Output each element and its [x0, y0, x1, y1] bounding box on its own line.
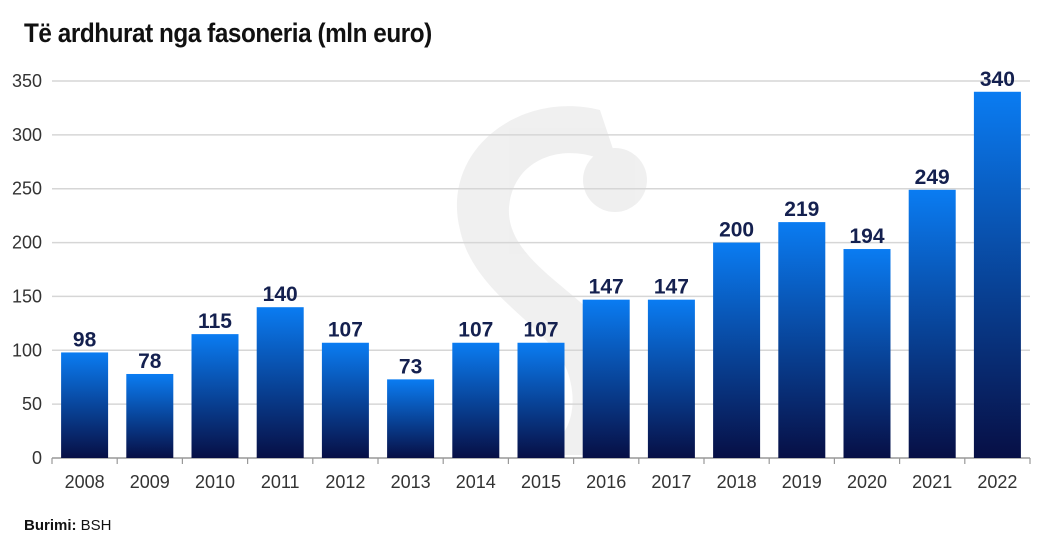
bar-2017 [647, 299, 695, 458]
value-label: 147 [654, 276, 689, 299]
x-tick-label: 2012 [325, 472, 365, 492]
y-tick-label: 200 [12, 233, 42, 253]
value-label: 73 [399, 355, 422, 378]
x-tick-label: 2011 [261, 472, 300, 492]
bar-2020 [843, 249, 891, 458]
bar-2011 [256, 307, 304, 458]
value-label: 107 [328, 319, 363, 342]
y-tick-label: 250 [12, 179, 42, 199]
x-tick-label: 2016 [586, 472, 626, 492]
bar-2012 [321, 342, 369, 458]
value-label: 200 [719, 219, 754, 242]
y-tick-label: 50 [22, 394, 42, 414]
y-tick-label: 300 [12, 125, 42, 145]
x-tick-label: 2019 [782, 472, 822, 492]
bar-2009 [126, 373, 174, 458]
value-label: 147 [589, 276, 624, 299]
bar-2019 [778, 222, 826, 458]
value-label: 194 [849, 225, 884, 248]
x-tick-label: 2009 [130, 472, 170, 492]
x-tick-label: 2018 [717, 472, 757, 492]
source-note: Burimi: BSH [24, 517, 112, 534]
bar-2021 [908, 189, 956, 458]
bar-2013 [387, 379, 435, 458]
bar-2022 [973, 91, 1021, 459]
bar-2016 [582, 299, 630, 458]
source-label: Burimi: [24, 517, 77, 534]
x-tick-label: 2020 [847, 472, 887, 492]
source-value: BSH [80, 517, 112, 534]
value-label: 219 [784, 198, 819, 221]
value-label: 107 [458, 319, 493, 342]
value-label: 107 [523, 319, 558, 342]
value-label: 78 [138, 350, 162, 373]
value-label: 249 [915, 166, 950, 189]
bar-2014 [452, 342, 500, 458]
x-tick-label: 2014 [456, 472, 496, 492]
x-tick-label: 2021 [912, 472, 952, 492]
x-tick-label: 2008 [65, 472, 105, 492]
x-tick-label: 2015 [521, 472, 561, 492]
bar-2008 [61, 352, 109, 458]
bar-2010 [191, 334, 239, 458]
bar-2018 [713, 242, 761, 458]
value-label: 140 [263, 283, 298, 306]
x-tick-label: 2022 [977, 472, 1017, 492]
y-tick-label: 150 [12, 286, 42, 306]
x-tick-label: 2013 [391, 472, 431, 492]
x-tick-label: 2010 [195, 472, 235, 492]
value-label: 115 [198, 310, 232, 333]
value-label: 98 [73, 328, 97, 351]
y-tick-label: 350 [12, 71, 42, 91]
x-tick-label: 2017 [651, 472, 691, 492]
y-tick-label: 0 [32, 448, 42, 468]
bar-2015 [517, 342, 565, 458]
value-label: 340 [980, 68, 1015, 91]
y-tick-label: 100 [12, 340, 42, 360]
chart-title: Të ardhurat nga fasoneria (mln euro) [24, 18, 432, 48]
